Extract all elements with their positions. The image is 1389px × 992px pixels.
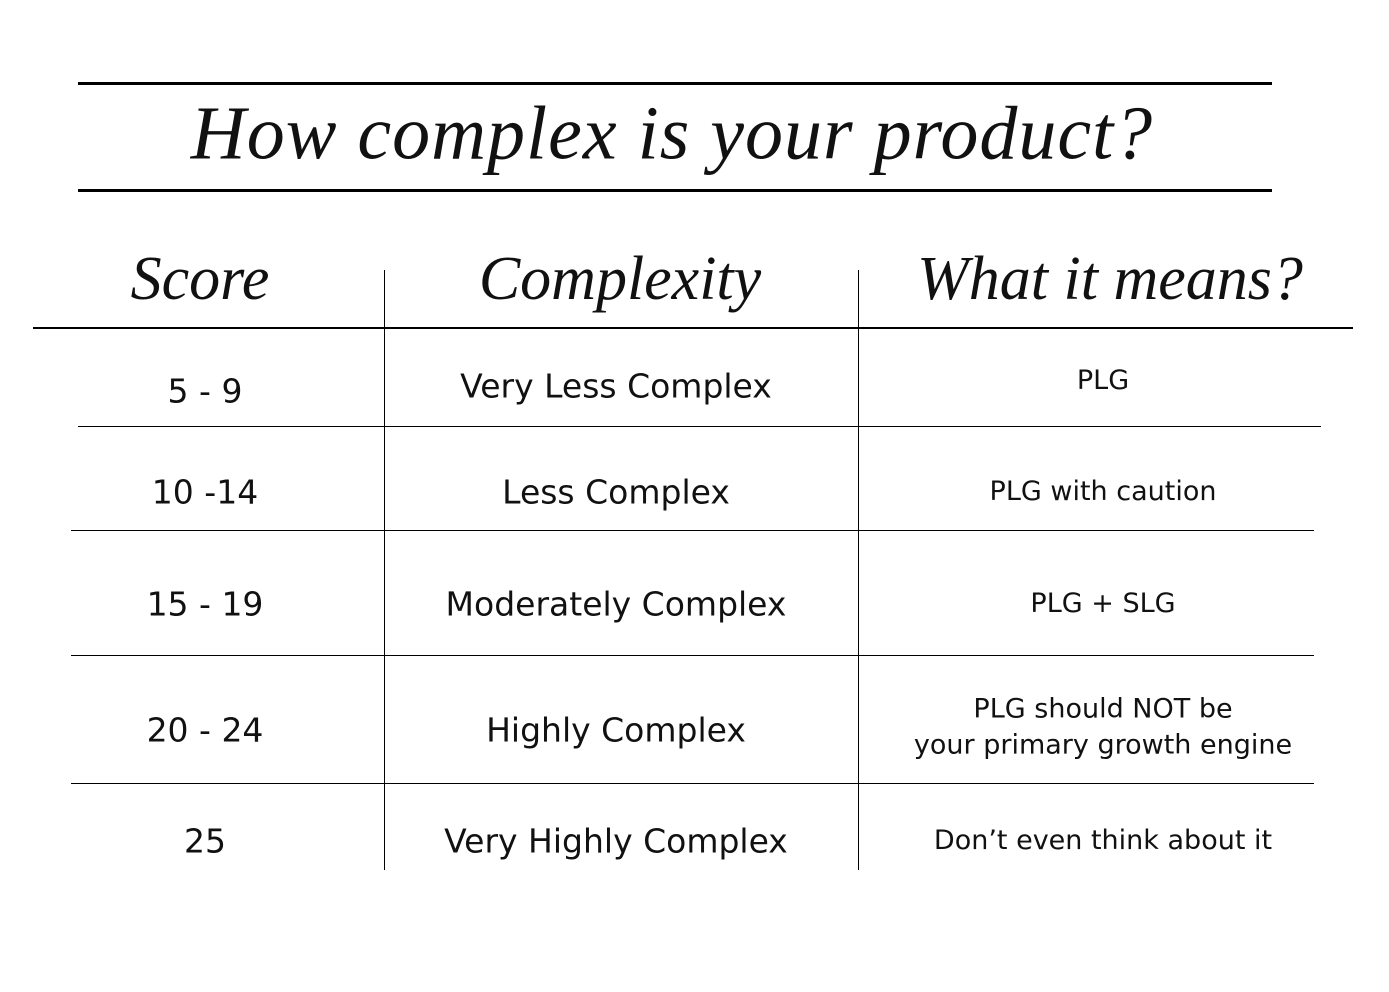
table-cell: Very Highly Complex xyxy=(444,821,788,861)
table-cell: Less Complex xyxy=(502,472,730,512)
table-cell: PLG xyxy=(1076,364,1130,396)
title-rule xyxy=(78,82,1272,85)
table-cell: PLG + SLG xyxy=(1030,587,1176,619)
row-divider xyxy=(71,783,1314,784)
column-divider xyxy=(384,270,385,870)
row-divider xyxy=(71,655,1314,656)
table-cell: PLG should NOT be your primary growth en… xyxy=(913,693,1293,761)
row-divider xyxy=(78,426,1321,427)
column-divider xyxy=(858,270,859,870)
table-cell: Moderately Complex xyxy=(445,584,787,624)
column-header: What it means? xyxy=(917,245,1303,314)
table-cell: 5 - 9 xyxy=(167,371,243,411)
table-cell: 15 - 19 xyxy=(146,584,264,624)
header-rule xyxy=(33,327,1353,329)
title: How complex is your product? xyxy=(190,91,1154,176)
table-cell: Very Less Complex xyxy=(460,366,772,406)
table-cell: 25 xyxy=(184,821,226,861)
table-cell: Don’t even think about it xyxy=(933,824,1273,856)
table-cell: 10 -14 xyxy=(151,472,259,512)
table-cell: PLG with caution xyxy=(989,475,1217,507)
table-cell: 20 - 24 xyxy=(146,710,264,750)
column-header: Score xyxy=(130,245,270,314)
table-cell: Highly Complex xyxy=(486,710,746,750)
column-header: Complexity xyxy=(478,245,762,314)
title-rule xyxy=(78,189,1272,192)
row-divider xyxy=(71,530,1314,531)
